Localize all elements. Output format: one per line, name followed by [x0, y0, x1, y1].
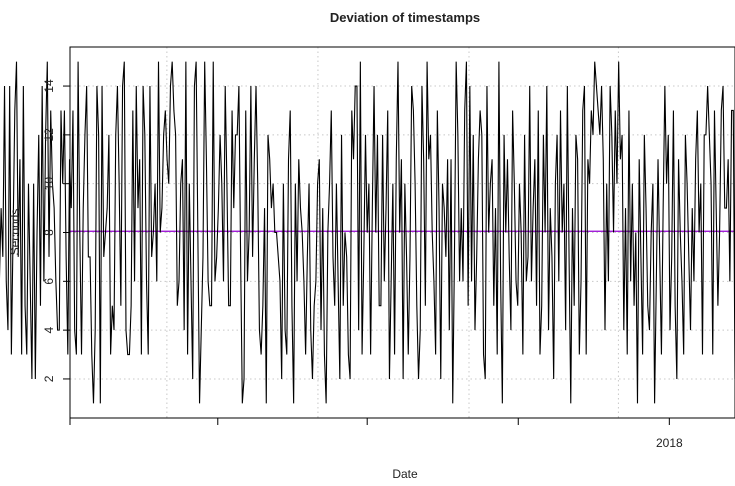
y-tick-label: 8 — [42, 229, 56, 236]
y-tick-label: 12 — [42, 128, 56, 142]
y-axis-label: Seconds — [8, 209, 22, 256]
y-tick-label: 10 — [42, 177, 56, 191]
y-tick-label: 2 — [42, 375, 56, 382]
series-line — [0, 61, 735, 404]
y-tick-label: 4 — [42, 326, 56, 333]
x-axis-label: Date — [392, 467, 418, 481]
x-axis: 2018 — [69, 418, 683, 450]
x-tick-label: 2018 — [656, 436, 683, 450]
y-axis: 2 4 6 8 10 12 14 — [42, 79, 70, 382]
chart-title: Deviation of timestamps — [330, 10, 480, 25]
y-tick-label: 6 — [42, 278, 56, 285]
y-tick-label: 14 — [42, 79, 56, 93]
